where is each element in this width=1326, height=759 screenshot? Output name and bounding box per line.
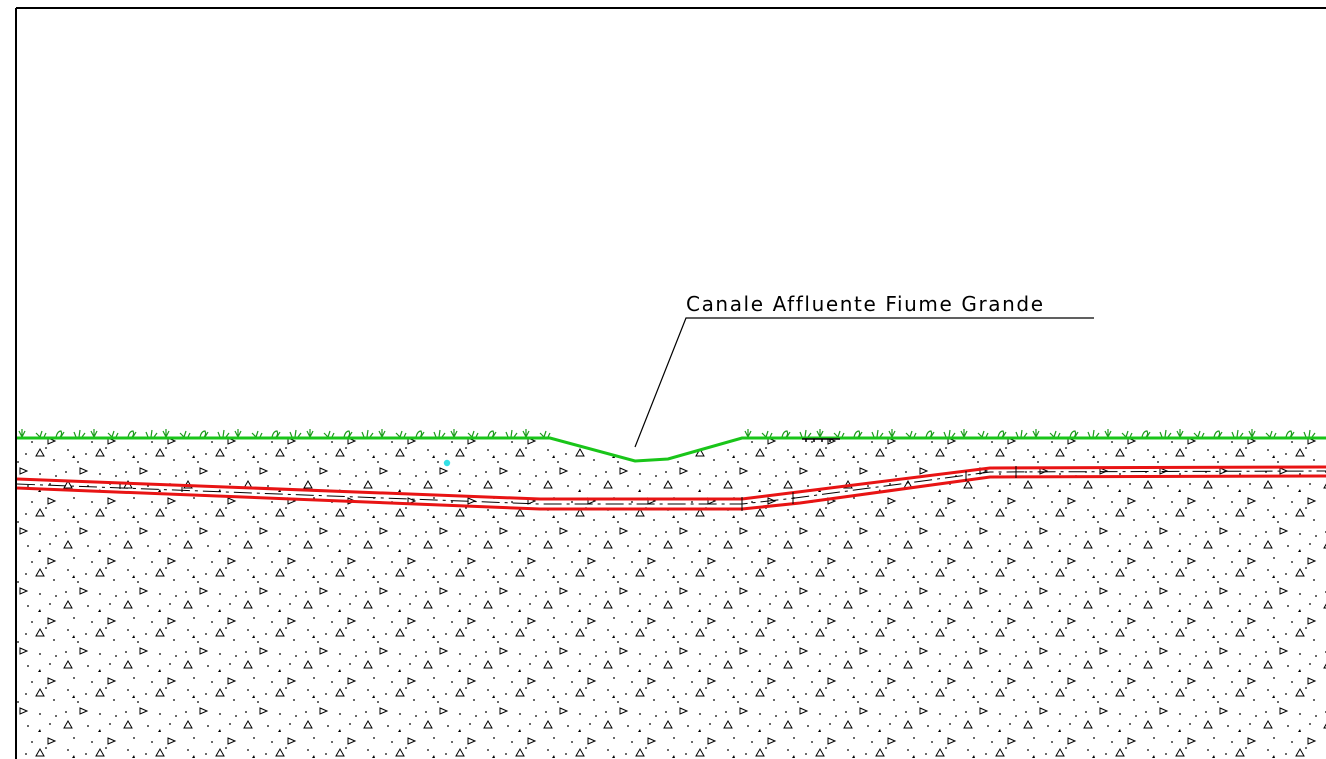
grass-tuft (90, 429, 98, 438)
grass-tuft (234, 429, 242, 438)
grass-tuft (744, 429, 752, 438)
ground-marker (802, 438, 840, 442)
survey-point-marker (443, 459, 451, 467)
pipe-axis (16, 470, 1326, 505)
grass-tuft (943, 429, 956, 438)
grass-tuft (1069, 430, 1079, 438)
grass-tuft (1193, 430, 1205, 438)
grass-tuft (997, 430, 1007, 438)
grass-tuft (289, 429, 302, 438)
grass-tuft (145, 429, 158, 438)
grass-tuft (816, 429, 824, 438)
channel-label: Canale Affluente Fiume Grande (686, 292, 1045, 316)
grass-tuft (1176, 429, 1184, 438)
grass-tuft (1087, 429, 1100, 438)
grass-tuft (323, 430, 335, 438)
pipe-top-wall (16, 465, 1326, 501)
grass-tuft (799, 429, 812, 438)
grass-tuft (853, 430, 863, 438)
grass-tuft (960, 429, 968, 438)
pipe-joints (119, 466, 1017, 511)
leader-line (634, 317, 1094, 448)
pipe-bottom-wall (16, 474, 1326, 511)
grass-tuft (361, 429, 374, 438)
grass-tuft (271, 430, 281, 438)
grass-tuft (1015, 429, 1028, 438)
grass-tuft (35, 430, 47, 438)
grass-tuft (1159, 429, 1172, 438)
grass-tuft (871, 429, 884, 438)
grass-tuft (395, 430, 407, 438)
grass-tuft (1265, 430, 1277, 438)
grass-tuft (306, 429, 314, 438)
grass-tuft (781, 430, 791, 438)
grass-tuft (522, 429, 530, 438)
grass-tuft (1248, 429, 1256, 438)
grass-tuft (107, 430, 119, 438)
channel-annotation: Canale Affluente Fiume Grande (634, 292, 1094, 448)
grass-tuft (505, 429, 518, 438)
grass-tuft (433, 429, 446, 438)
soil-hatch-area (17, 438, 1326, 759)
grass-tuft (539, 430, 551, 438)
grass-tuft (925, 430, 935, 438)
grass-tuft (1213, 430, 1223, 438)
grass-tuft (1121, 430, 1133, 438)
grass-tuft (1231, 429, 1244, 438)
grass-tuft (1049, 430, 1061, 438)
grass-tuft (251, 430, 263, 438)
drawing-frame (15, 7, 1326, 759)
grass-tuft (1285, 430, 1295, 438)
grass-tuft (179, 430, 191, 438)
grass-tuft (888, 429, 896, 438)
grass-symbols (18, 429, 1316, 438)
grass-tuft (1303, 429, 1316, 438)
grass-tuft (127, 430, 137, 438)
grass-tuft (467, 430, 479, 438)
grass-tuft (1104, 429, 1112, 438)
grass-tuft (199, 430, 209, 438)
grass-tuft (487, 430, 497, 438)
grass-tuft (977, 430, 989, 438)
grass-tuft (343, 430, 353, 438)
grass-tuft (378, 429, 386, 438)
pipeline (16, 465, 1326, 511)
grass-tuft (905, 430, 917, 438)
grass-tuft (1032, 429, 1040, 438)
grass-tuft (55, 430, 65, 438)
grass-tuft (18, 429, 26, 438)
grass-tuft (73, 429, 86, 438)
grass-tuft (217, 429, 230, 438)
grass-tuft (450, 429, 458, 438)
grass-tuft (833, 430, 845, 438)
grass-tuft (1141, 430, 1151, 438)
grass-tuft (761, 430, 773, 438)
ground-profile-line (17, 436, 1326, 463)
grass-tuft (415, 430, 425, 438)
grass-tuft (162, 429, 170, 438)
